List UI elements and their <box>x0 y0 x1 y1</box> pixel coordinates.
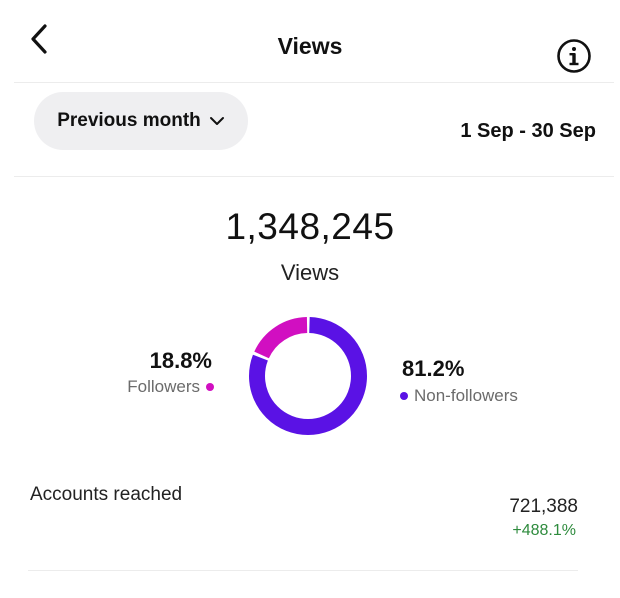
non-followers-dot-icon <box>400 392 408 400</box>
total-views-label: Views <box>280 260 340 285</box>
chevron-left-icon <box>31 24 47 54</box>
info-button[interactable] <box>556 38 592 74</box>
filter-divider <box>14 176 614 177</box>
non-followers-label: Non-followers <box>414 386 518 405</box>
non-followers-percent: 81.2% <box>402 356 465 381</box>
views-donut-chart <box>249 317 367 435</box>
info-icon <box>557 39 591 73</box>
accounts-reached-change: +488.1% <box>512 522 576 539</box>
bottom-divider <box>28 570 578 571</box>
total-views-value: 1,348,245 <box>225 206 395 247</box>
accounts-reached-value: 721,388 <box>509 496 578 517</box>
back-button[interactable] <box>26 22 54 56</box>
followers-label: Followers <box>127 377 200 396</box>
header-divider <box>14 82 614 83</box>
accounts-reached-label: Accounts reached <box>30 484 183 505</box>
date-range-dropdown-label: Previous month <box>57 110 201 131</box>
followers-legend: Followers <box>127 377 214 397</box>
date-range-dropdown[interactable]: Previous month <box>34 92 248 150</box>
top-bar: Views <box>0 0 620 82</box>
page-title: Views <box>277 33 343 59</box>
followers-dot-icon <box>206 383 214 391</box>
non-followers-legend: Non-followers <box>400 386 518 406</box>
chevron-down-icon <box>209 117 224 125</box>
date-range-text: 1 Sep - 30 Sep <box>460 120 596 142</box>
donut-segment-non-followers <box>249 317 367 435</box>
followers-percent: 18.8% <box>149 348 212 373</box>
